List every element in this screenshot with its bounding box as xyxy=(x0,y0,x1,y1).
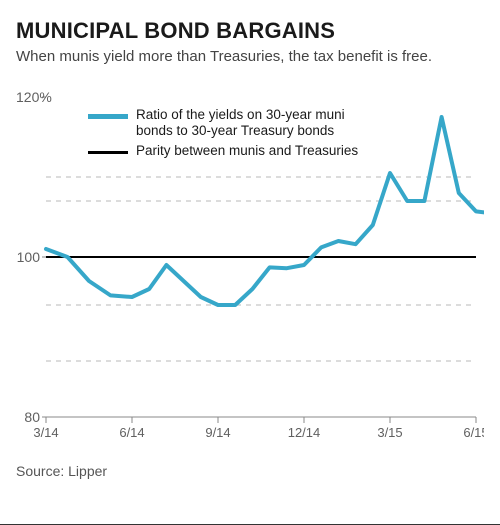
line-chart: 80 100 120% 3/14 6/14 9/14 12/14 3/15 6/15 Ratio … xyxy=(16,87,484,447)
svg-text:bonds to 30-year Treasury bond: bonds to 30-year Treasury bonds xyxy=(136,123,334,138)
svg-text:80: 80 xyxy=(24,409,40,425)
svg-text:Parity between munis and Treas: Parity between munis and Treasuries xyxy=(136,143,358,158)
svg-text:3/14: 3/14 xyxy=(33,425,58,440)
svg-text:6/14: 6/14 xyxy=(119,425,144,440)
svg-text:Ratio of the yields on 30-year: Ratio of the yields on 30-year muni xyxy=(136,107,345,122)
svg-text:6/15: 6/15 xyxy=(463,425,484,440)
svg-text:12/14: 12/14 xyxy=(288,425,321,440)
chart-subtitle: When munis yield more than Treasuries, t… xyxy=(16,48,484,65)
svg-text:3/15: 3/15 xyxy=(377,425,402,440)
svg-text:9/14: 9/14 xyxy=(205,425,230,440)
chart-title: MUNICIPAL BOND BARGAINS xyxy=(16,18,484,44)
svg-text:100: 100 xyxy=(17,249,41,265)
chart-card: MUNICIPAL BOND BARGAINS When munis yield… xyxy=(0,0,500,525)
svg-text:120%: 120% xyxy=(16,89,52,105)
chart-source: Source: Lipper xyxy=(16,463,484,479)
chart-area: 80 100 120% 3/14 6/14 9/14 12/14 3/15 6/15 Ratio … xyxy=(16,87,484,447)
